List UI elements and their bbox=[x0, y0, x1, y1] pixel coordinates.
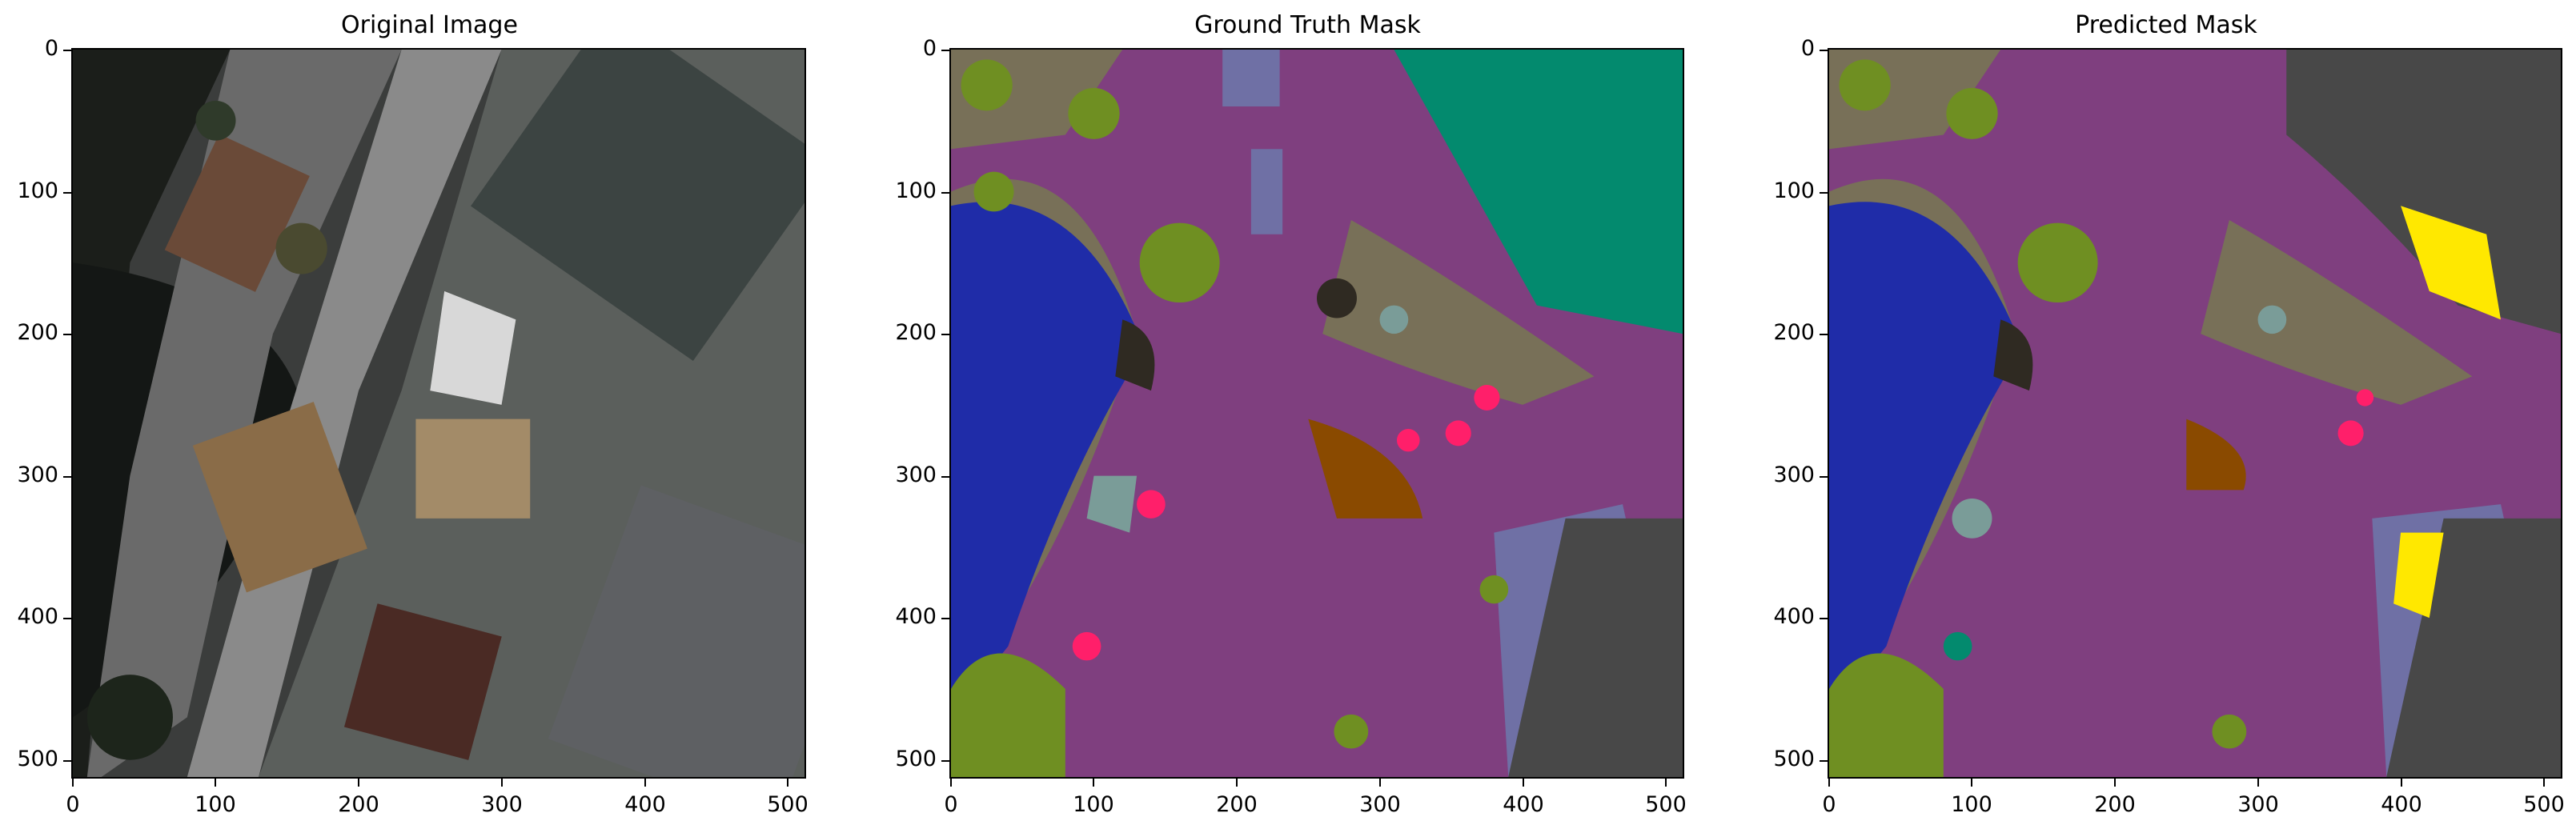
y-tick: 400 bbox=[895, 604, 937, 629]
x-tick: 100 bbox=[195, 792, 236, 817]
x-tick: 100 bbox=[1951, 792, 1992, 817]
y-tick: 0 bbox=[1800, 36, 1815, 61]
x-tick: 500 bbox=[2523, 792, 2565, 817]
y-tick: 400 bbox=[17, 604, 58, 629]
y-tick: 500 bbox=[17, 747, 58, 771]
x-tick: 500 bbox=[1645, 792, 1687, 817]
y-tick: 200 bbox=[17, 320, 58, 345]
y-tick: 400 bbox=[1773, 604, 1815, 629]
x-tick: 400 bbox=[624, 792, 666, 817]
x-tick: 0 bbox=[1822, 792, 1836, 817]
y-tick: 300 bbox=[17, 463, 58, 487]
panel-title-predicted: Predicted Mask bbox=[2075, 11, 2257, 39]
x-tick: 200 bbox=[338, 792, 379, 817]
y-tick: 200 bbox=[1773, 320, 1815, 345]
y-tick: 0 bbox=[44, 36, 58, 61]
x-tick: 400 bbox=[1503, 792, 1544, 817]
ground-truth-mask bbox=[949, 48, 1684, 779]
panel-title-original: Original Image bbox=[341, 11, 518, 39]
panel-original: Original Image 0 100 200 300 400 500 0 1… bbox=[0, 0, 859, 833]
panel-predicted: Predicted Mask 0 100 200 bbox=[1756, 0, 2576, 833]
x-tick: 100 bbox=[1073, 792, 1114, 817]
y-tick: 0 bbox=[922, 36, 937, 61]
y-tick: 200 bbox=[895, 320, 937, 345]
x-tick: 400 bbox=[2381, 792, 2422, 817]
x-tick: 200 bbox=[2094, 792, 2136, 817]
panel-title-ground-truth: Ground Truth Mask bbox=[1194, 11, 1421, 39]
x-tick: 300 bbox=[1359, 792, 1401, 817]
y-tick: 100 bbox=[895, 178, 937, 203]
panel-ground-truth: Ground Truth Mask bbox=[878, 0, 1737, 833]
x-tick: 300 bbox=[481, 792, 523, 817]
x-tick: 300 bbox=[2237, 792, 2279, 817]
y-tick: 500 bbox=[1773, 747, 1815, 771]
y-tick: 300 bbox=[1773, 463, 1815, 487]
y-tick: 300 bbox=[895, 463, 937, 487]
y-tick: 500 bbox=[895, 747, 937, 771]
x-tick: 0 bbox=[944, 792, 958, 817]
original-image bbox=[71, 48, 806, 779]
x-tick: 500 bbox=[767, 792, 809, 817]
predicted-mask bbox=[1828, 48, 2562, 779]
y-tick: 100 bbox=[1773, 178, 1815, 203]
y-tick: 100 bbox=[17, 178, 58, 203]
x-tick: 200 bbox=[1216, 792, 1258, 817]
x-tick: 0 bbox=[66, 792, 80, 817]
